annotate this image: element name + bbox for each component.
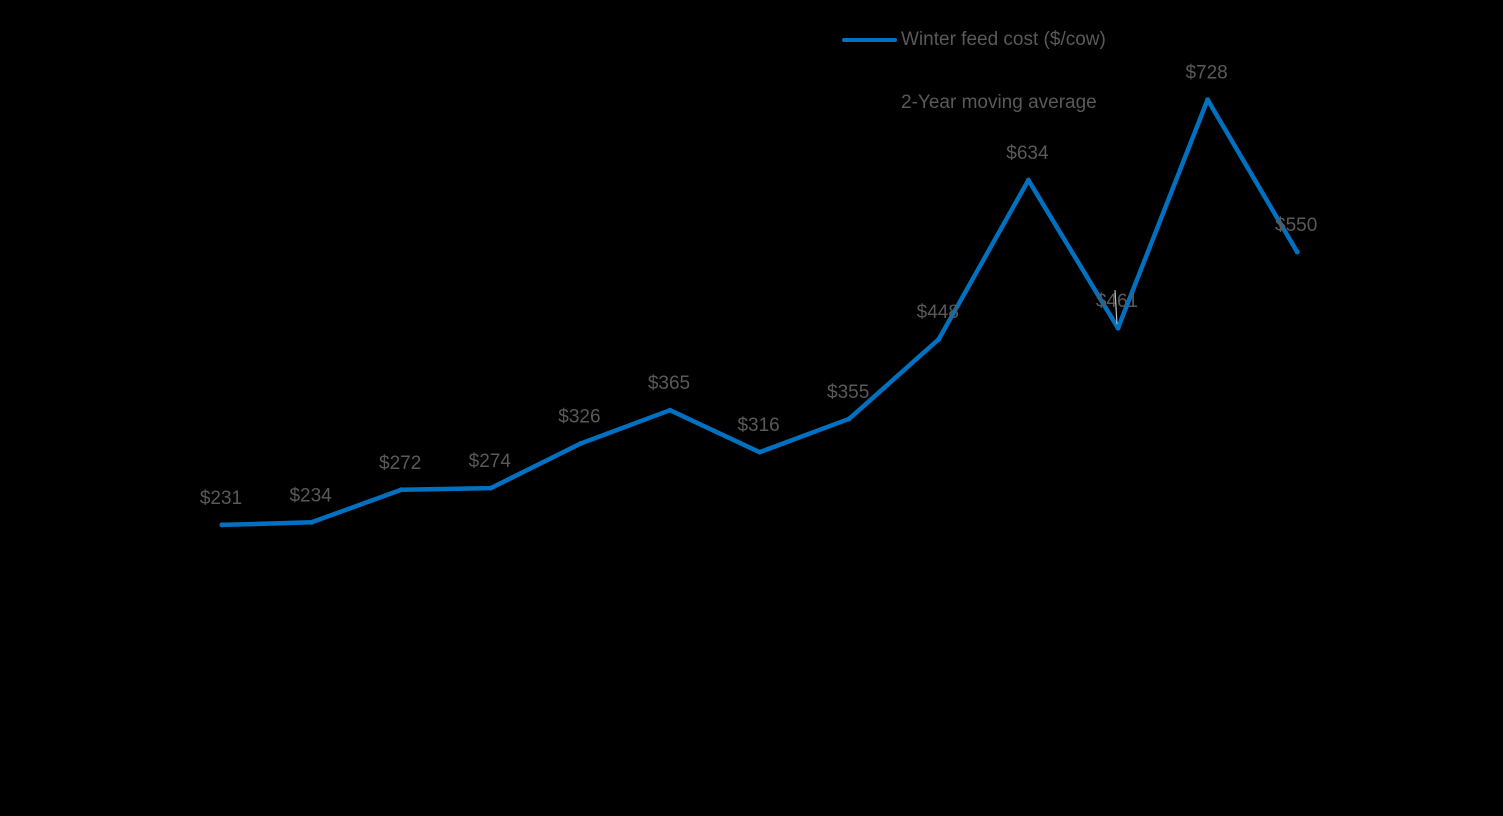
legend-label-feed-cost: Winter feed cost ($/cow)	[901, 29, 1106, 50]
data-point	[488, 485, 494, 491]
data-label: $355	[827, 382, 869, 403]
data-point	[1294, 249, 1300, 255]
legend-item-feed-cost: Winter feed cost ($/cow)	[842, 26, 1106, 54]
data-point	[667, 407, 673, 413]
data-point	[398, 487, 404, 493]
data-point	[1205, 97, 1211, 103]
data-point	[219, 522, 225, 528]
legend-label-moving-average: 2-Year moving average	[901, 92, 1097, 113]
data-point	[1115, 325, 1121, 331]
data-label: $272	[379, 453, 421, 474]
data-label: $274	[469, 451, 512, 472]
data-label: $448	[917, 302, 959, 323]
data-label: $461	[1096, 291, 1138, 312]
data-label: $634	[1006, 143, 1049, 164]
data-point	[577, 441, 583, 447]
data-label-leader	[1114, 290, 1118, 325]
data-point	[936, 336, 942, 342]
legend-item-moving-average: 2-Year moving average	[842, 89, 1106, 117]
data-label: $728	[1185, 63, 1227, 84]
legend-swatch-moving-average	[842, 101, 897, 105]
data-label: $326	[558, 407, 600, 428]
series-line-moving-average	[311, 173, 1298, 526]
data-point	[1025, 177, 1031, 183]
data-point	[757, 449, 763, 455]
legend: Winter feed cost ($/cow) 2-Year moving a…	[842, 26, 1106, 117]
data-point	[846, 416, 852, 422]
data-label: $234	[289, 485, 332, 506]
data-label: $365	[648, 373, 690, 394]
legend-swatch-feed-cost	[842, 38, 897, 42]
data-point	[309, 519, 315, 525]
data-label: $231	[200, 488, 242, 509]
data-label: $316	[737, 415, 779, 436]
data-label: $550	[1275, 215, 1317, 236]
